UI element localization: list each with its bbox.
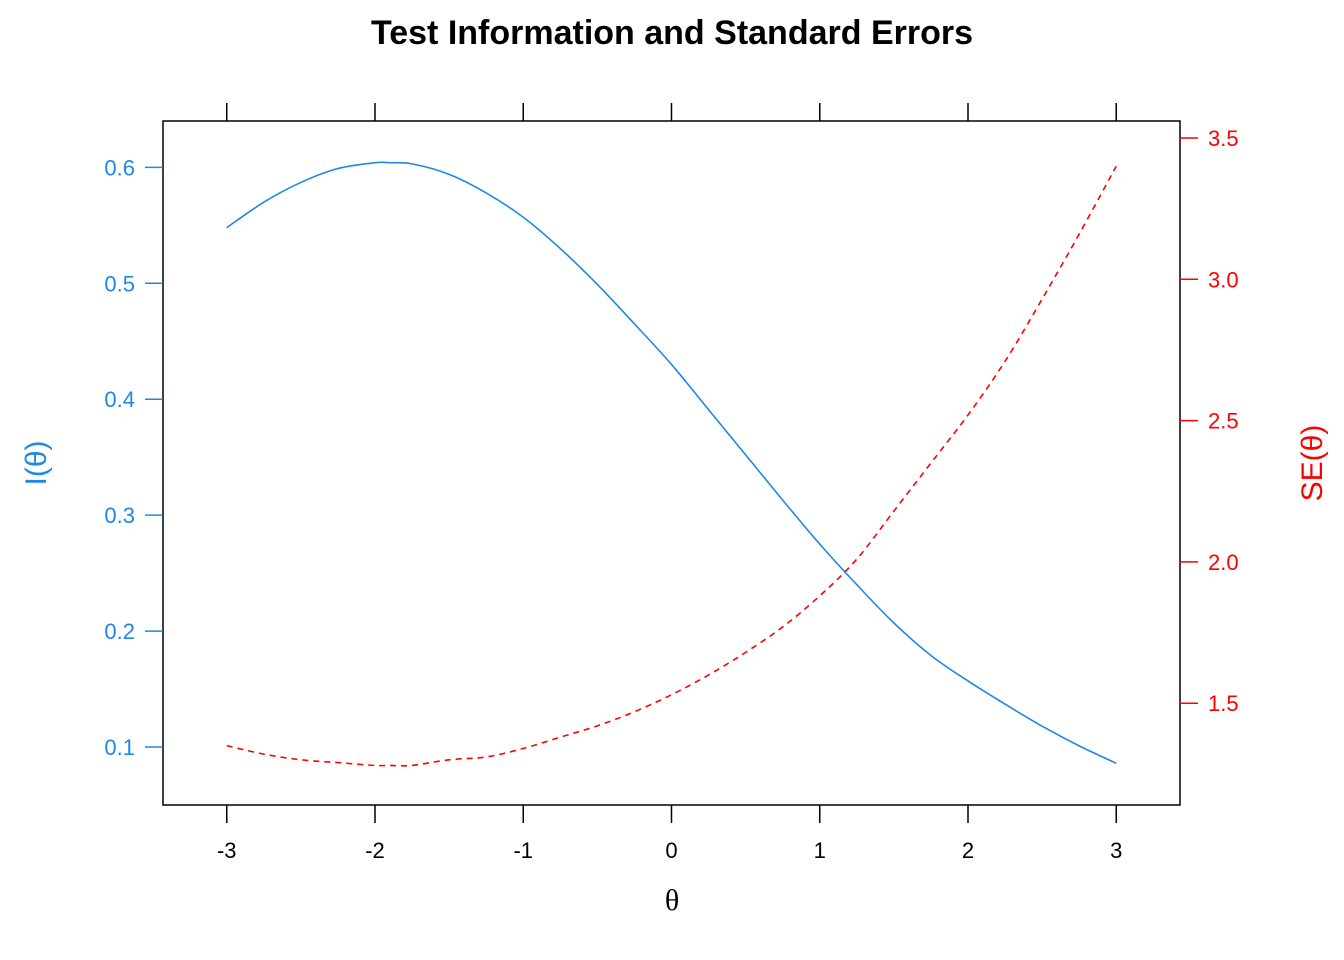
x-tick-label: -3 (217, 838, 237, 863)
x-tick-label: 3 (1110, 838, 1122, 863)
y-right-tick-label: 2.0 (1208, 550, 1239, 575)
y-axis-left: 0.1 0.2 0.3 0.4 0.5 0.6 (104, 155, 163, 760)
y-right-tick-label: 2.5 (1208, 409, 1239, 434)
plot-frame (162, 120, 1181, 806)
x-axis-top (225, 103, 1118, 121)
y-right-tick-label: 3.5 (1208, 126, 1239, 151)
series-layer (226, 161, 1117, 767)
x-axis-label: θ (665, 884, 679, 917)
y-left-tick-label: 0.3 (104, 503, 135, 528)
y-axis-right: 1.5 2.0 2.5 3.0 3.5 (1180, 126, 1239, 716)
y-axis-left-label: I(θ) (20, 441, 53, 486)
y-left-tick-label: 0.2 (104, 619, 135, 644)
x-axis-bottom: -3 -2 -1 0 1 2 3 (217, 805, 1122, 863)
y-left-tick-label: 0.5 (104, 271, 135, 296)
y-axis-right-label: SE(θ) (1296, 425, 1329, 502)
x-tick-label: -1 (513, 838, 533, 863)
x-tick-label: 0 (665, 838, 677, 863)
y-left-tick-label: 0.1 (104, 735, 135, 760)
x-tick-label: -2 (365, 838, 385, 863)
x-tick-label: 2 (962, 838, 974, 863)
chart-title: Test Information and Standard Errors (371, 14, 973, 52)
x-tick-label: 1 (814, 838, 826, 863)
y-right-tick-label: 3.0 (1208, 267, 1239, 292)
y-right-tick-label: 1.5 (1208, 691, 1239, 716)
y-left-tick-label: 0.4 (104, 387, 135, 412)
standard-error-curve (226, 165, 1117, 767)
y-left-tick-label: 0.6 (104, 155, 135, 180)
information-curve (226, 161, 1117, 764)
